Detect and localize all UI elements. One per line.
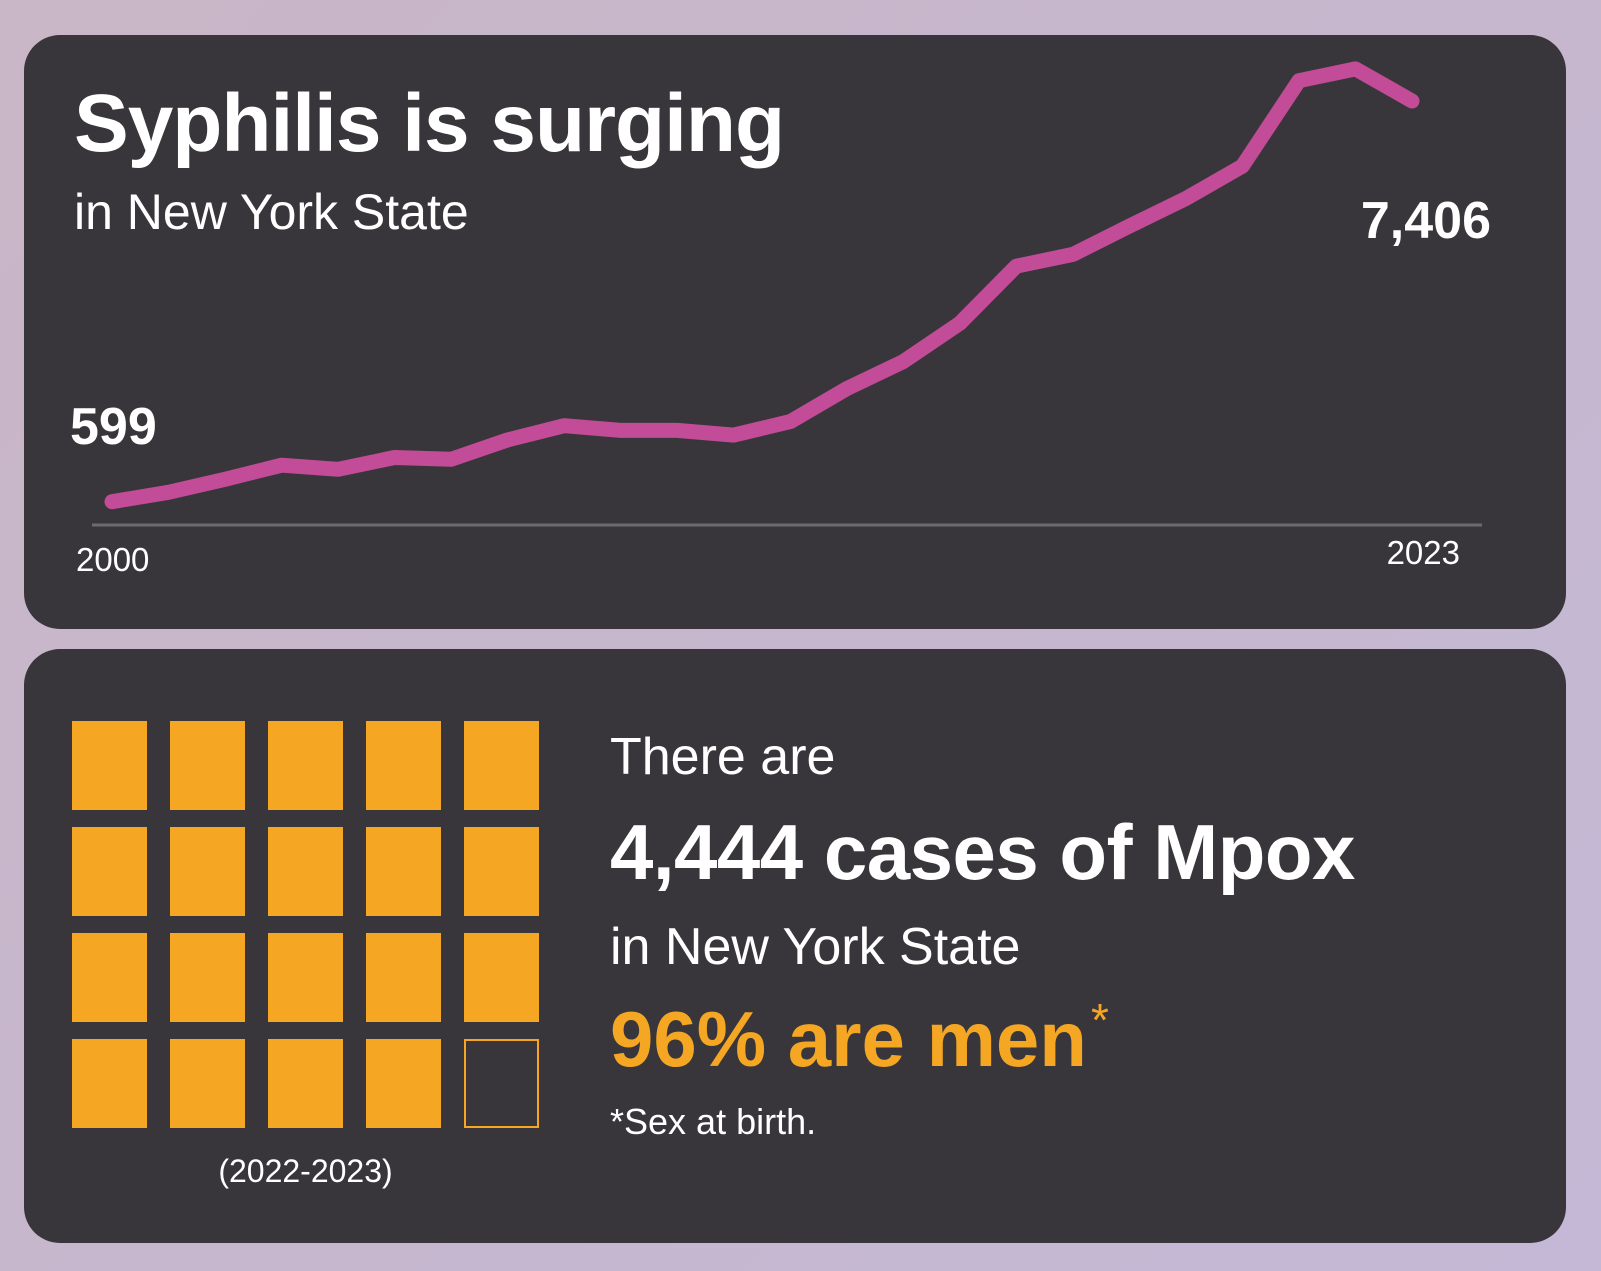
data-point	[900, 358, 907, 365]
data-point	[730, 432, 737, 439]
data-point	[1352, 65, 1359, 72]
waffle-cell-filled	[72, 1039, 147, 1128]
data-point	[561, 422, 568, 429]
data-point	[1069, 251, 1076, 258]
waffle-cell-empty	[464, 1039, 539, 1128]
mpox-waffle-chart	[72, 721, 539, 1128]
mpox-region: in New York State	[610, 918, 1021, 976]
data-point	[674, 427, 681, 434]
data-point	[956, 320, 963, 327]
waffle-cell-filled	[170, 721, 245, 810]
data-point	[1013, 263, 1020, 270]
waffle-cell-filled	[366, 721, 441, 810]
waffle-cell-filled	[268, 721, 343, 810]
data-point	[1295, 77, 1302, 84]
waffle-cell-filled	[366, 1039, 441, 1128]
mpox-stat: 96% are men*	[610, 997, 1355, 1078]
waffle-cell-filled	[170, 1039, 245, 1128]
chart-subtitle: in New York State	[74, 184, 469, 240]
waffle-cell-filled	[72, 933, 147, 1022]
data-point	[222, 476, 229, 483]
data-point	[504, 436, 511, 443]
waffle-cell-filled	[464, 827, 539, 916]
syphilis-card: Syphilis is surging in New York State 20…	[24, 35, 1566, 629]
waffle-cell-filled	[366, 933, 441, 1022]
data-point	[1239, 163, 1246, 170]
chart-title: Syphilis is surging	[74, 78, 785, 169]
syphilis-line-chart: 2000 2023 599 7,406	[70, 61, 1491, 578]
mpox-text-block: There are 4,444 cases of Mpox in New Yor…	[610, 731, 1355, 1140]
series-line	[104, 61, 1420, 510]
waffle-cell-filled	[268, 1039, 343, 1128]
waffle-cell-filled	[268, 827, 343, 916]
waffle-cell-filled	[170, 827, 245, 916]
mpox-headline: 4,444 cases of Mpox	[610, 808, 1355, 896]
data-label-start: 599	[70, 398, 157, 456]
data-point	[448, 456, 455, 463]
mpox-card: (2022-2023) There are 4,444 cases of Mpo…	[24, 649, 1566, 1243]
x-tick-label-end: 2023	[1387, 534, 1460, 571]
data-point	[1182, 195, 1189, 202]
waffle-cell-filled	[268, 933, 343, 1022]
period-label: (2022-2023)	[218, 1153, 393, 1189]
x-tick-label-start: 2000	[76, 541, 149, 578]
waffle-cell-filled	[170, 933, 245, 1022]
data-point	[843, 385, 850, 392]
data-label-end: 7,406	[1361, 192, 1491, 250]
data-point	[787, 418, 794, 425]
data-point	[391, 454, 398, 461]
mpox-footnote: *Sex at birth.	[610, 1101, 817, 1142]
waffle-cell-filled	[366, 827, 441, 916]
asterisk-mark: *	[1090, 994, 1109, 1046]
waffle-cell-filled	[72, 827, 147, 916]
mpox-stat-text: 96% are men	[610, 995, 1087, 1083]
waffle-cell-filled	[464, 721, 539, 810]
data-point	[1126, 223, 1133, 230]
waffle-cell-filled	[72, 721, 147, 810]
data-point	[278, 462, 285, 469]
waffle-cell-filled	[464, 933, 539, 1022]
data-point	[165, 489, 172, 496]
data-point	[1409, 97, 1415, 104]
data-point	[617, 427, 624, 434]
data-point	[335, 466, 342, 473]
mpox-intro: There are	[610, 728, 836, 786]
data-point	[109, 498, 115, 505]
